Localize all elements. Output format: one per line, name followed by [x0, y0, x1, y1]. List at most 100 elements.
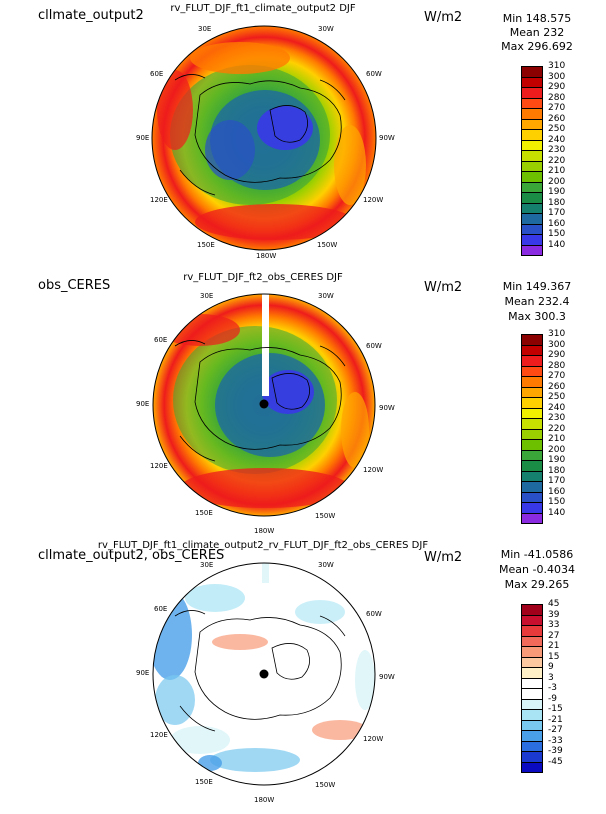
colorbar-label: -27 — [548, 725, 563, 735]
colorbar-label: 300 — [548, 339, 566, 350]
stat-mean: Mean 232 — [509, 26, 565, 39]
lon-label: 60W — [366, 342, 382, 350]
center-title: rv_FLUT_DJF_ft1_climate_output2_rv_FLUT_… — [97, 540, 429, 551]
stat-max: Max 300.3 — [508, 310, 566, 323]
lon-label: 150W — [315, 512, 335, 520]
colorbar-label: 210 — [548, 166, 566, 176]
colorbar-label: 270 — [548, 371, 566, 381]
colorbar-label: 45 — [548, 599, 560, 609]
lon-label: 120E — [150, 196, 168, 204]
colorbar-label: -39 — [548, 746, 563, 756]
lon-label: 90E — [136, 669, 149, 677]
stat-max: Max 296.692 — [501, 40, 573, 53]
stat-mean: Mean 232.4 — [504, 295, 570, 308]
stat-max: Max 29.265 — [504, 578, 570, 591]
colorbar-label: 250 — [548, 124, 566, 134]
colorbar-label: -45 — [548, 756, 563, 767]
lon-label: 180W — [254, 527, 274, 535]
colorbar-label: 170 — [548, 476, 566, 486]
lon-label: 180W — [256, 252, 276, 260]
lon-label: 60W — [366, 610, 382, 618]
colorbar-label: 280 — [548, 92, 566, 103]
colorbar-label: 260 — [548, 113, 566, 124]
center-title: rv_FLUT_DJF_ft2_obs_CERES DJF — [183, 272, 343, 283]
colorbar-label: 220 — [548, 155, 566, 166]
colorbar-label: 210 — [548, 434, 566, 444]
colorbar-label: 180 — [548, 197, 566, 208]
colorbar-label: 33 — [548, 620, 560, 630]
field-map — [152, 26, 376, 250]
colorbar-label: -21 — [548, 714, 563, 725]
colorbar-label: 15 — [548, 651, 560, 662]
lon-label: 150E — [195, 778, 213, 786]
colorbar-label: 140 — [548, 239, 566, 250]
lon-label: 30W — [318, 25, 334, 33]
lon-label: 90W — [379, 673, 395, 681]
colorbar-label: 170 — [548, 208, 566, 218]
lon-label: 120W — [363, 735, 383, 743]
lon-label: 90E — [136, 134, 149, 142]
colorbar-label: 300 — [548, 71, 566, 82]
lon-label: 180W — [254, 796, 274, 804]
colorbar-label: 200 — [548, 176, 566, 187]
colorbar-label: 140 — [548, 507, 566, 518]
colorbar-label: -3 — [548, 683, 557, 693]
left-title: obs_CERES — [38, 278, 111, 293]
lon-label: 90W — [379, 404, 395, 412]
lon-label: 60E — [154, 336, 167, 344]
colorbar-label: 160 — [548, 218, 566, 229]
left-title: cllmate_output2, obs_CERES — [38, 548, 225, 563]
colorbar-label: 230 — [548, 145, 566, 155]
colorbar-label: 27 — [548, 630, 560, 641]
colorbar-label: 21 — [548, 641, 560, 651]
colorbar-label: 3 — [548, 672, 554, 683]
colorbar-label: 39 — [548, 609, 560, 620]
lon-label: 120E — [150, 462, 168, 470]
colorbar: 310 300 290 280 270 260 250 240 230 220 210 200 190 1… — [521, 330, 581, 529]
colorbar-label: 190 — [548, 455, 566, 465]
colorbar-label: -9 — [548, 693, 557, 704]
colorbar-label: 310 — [548, 329, 566, 339]
colorbar-label: -15 — [548, 704, 563, 714]
lon-label: 60W — [366, 70, 382, 78]
lon-label: 150E — [195, 509, 213, 517]
colorbar-swatch — [521, 244, 543, 256]
colorbar-label: 260 — [548, 381, 566, 392]
colorbar-label: 200 — [548, 444, 566, 455]
lon-label: 90W — [379, 134, 395, 142]
lon-label: 120W — [363, 196, 383, 204]
colorbar: 45 39 33 27 21 15 9 3 -3 -9 -15 -21 -27 -33 -39 -45 — [521, 600, 581, 778]
colorbar-label: 160 — [548, 486, 566, 497]
lon-label: 120E — [150, 731, 168, 739]
lon-label: 60E — [154, 605, 167, 613]
stat-mean: Mean -0.4034 — [499, 563, 575, 576]
lon-label: 90E — [136, 400, 149, 408]
lon-label: 150E — [197, 241, 215, 249]
left-title: cllmate_output2 — [38, 8, 144, 23]
lon-label: 150W — [315, 781, 335, 789]
lon-label: 120W — [363, 466, 383, 474]
colorbar-label: 290 — [548, 350, 566, 360]
colorbar-label: 180 — [548, 465, 566, 476]
stat-min: Min 148.575 — [502, 12, 572, 25]
lon-label: 30E — [200, 292, 213, 300]
colorbar-label: 270 — [548, 103, 566, 113]
stat-min: Min 149.367 — [502, 280, 572, 293]
colorbar-label: 280 — [548, 360, 566, 371]
colorbar-label: 150 — [548, 229, 566, 239]
units-label: W/m2 — [424, 550, 463, 565]
units-label: W/m2 — [424, 280, 463, 295]
colorbar-label: 290 — [548, 82, 566, 92]
colorbar-label: 150 — [548, 497, 566, 507]
lon-label: 30W — [318, 561, 334, 569]
lon-label: 30E — [200, 561, 213, 569]
units-label: W/m2 — [424, 10, 463, 25]
center-title: rv_FLUT_DJF_ft1_climate_output2 DJF — [170, 3, 356, 14]
lon-label: 150W — [317, 241, 337, 249]
colorbar-swatch — [521, 761, 543, 773]
lon-label: 30W — [318, 292, 334, 300]
colorbar-label: 230 — [548, 413, 566, 423]
